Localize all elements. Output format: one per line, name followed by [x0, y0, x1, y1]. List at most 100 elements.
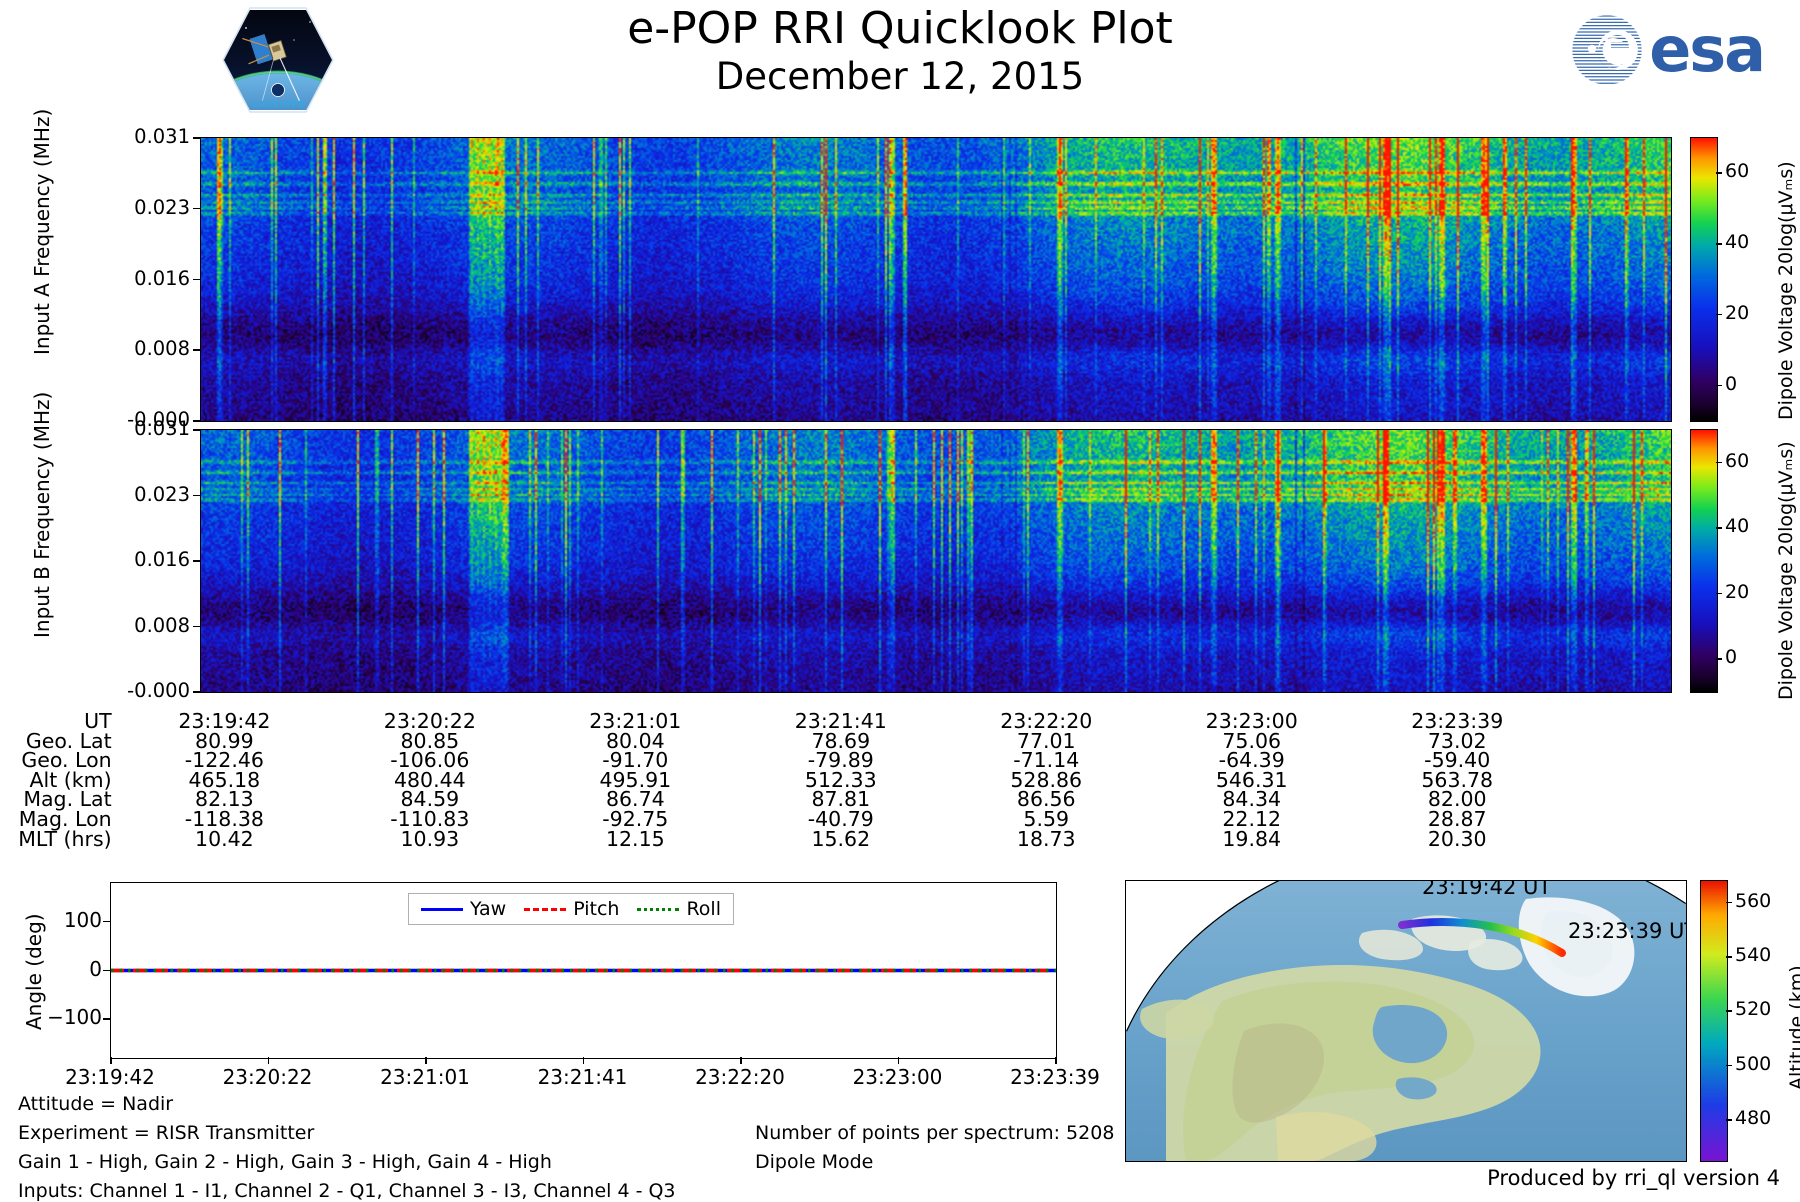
- panel-b-ytick-tick: 0.016: [134, 548, 190, 571]
- footer-mode: Dipole Mode: [755, 1151, 874, 1173]
- attitude-xtickmark: [1055, 1057, 1057, 1064]
- legend-line-roll: [637, 907, 680, 911]
- footer-gain: Gain 1 - High, Gain 2 - High, Gain 3 - H…: [18, 1151, 552, 1173]
- panel-a-plot-area[interactable]: [200, 137, 1672, 422]
- metadata-cell: -79.89: [807, 748, 874, 773]
- title-block: e-POP RRI Quicklook Plot December 12, 20…: [0, 3, 1800, 99]
- panel-a-ytick-tickmark: [193, 278, 200, 281]
- panel-b-spectrogram-image: [201, 430, 1671, 692]
- altitude-colorbar-title: Altitude (km): [1786, 965, 1800, 1090]
- colorbar-b-tick: 40: [1725, 515, 1750, 538]
- panel-b-ytick-tickmark: [193, 429, 200, 431]
- metadata-cell: -91.70: [602, 748, 669, 773]
- metadata-cell: 82.00: [1427, 787, 1487, 812]
- attitude-ytickmark: [103, 1018, 110, 1020]
- colorbar-title-b: Dipole Voltage 20log(μVₘs): [1775, 441, 1797, 700]
- metadata-row: Geo. Lat 80.99 80.85 80.04 78.69 77.01 75.06 73…: [0, 728, 1560, 753]
- colorbar-b-tick: 0: [1725, 646, 1738, 669]
- panel-b-plot-area[interactable]: [200, 429, 1672, 693]
- metadata-cell: 73.02: [1427, 728, 1487, 753]
- footer-points: Number of points per spectrum: 5208: [755, 1122, 1115, 1144]
- ephemeris-metadata-table: UT 23:19:42 23:20:22 23:21:01 23:21:41 23:22:…: [0, 709, 1560, 851]
- colorbar-title-a: Dipole Voltage 20log(μVₘs): [1775, 161, 1797, 420]
- metadata-row-label: Mag. Lat: [23, 787, 112, 812]
- panel-a-ytick-tick: 0.008: [134, 337, 190, 361]
- attitude-xtick: 23:22:20: [695, 1065, 785, 1089]
- panel-b-ytick-tick: 0.023: [134, 482, 190, 506]
- altitude-colorbar: [1700, 880, 1728, 1162]
- cassiope-mission-logo: CASSIOPE: [222, 6, 334, 114]
- attitude-xtick: 23:23:39: [1010, 1065, 1100, 1089]
- metadata-cell: -71.14: [1013, 748, 1080, 773]
- footer-experiment: Experiment = RISR Transmitter: [18, 1122, 315, 1144]
- esa-agency-logo: esa: [1571, 13, 1766, 86]
- panel-b-ytick-tick: -0.000: [127, 679, 190, 702]
- metadata-cell: 82.13: [195, 787, 254, 812]
- colorbar-b-tick-mark: [1716, 592, 1722, 595]
- panel-a-ytick-tick: 0.016: [134, 266, 190, 290]
- metadata-cell: 23:19:42: [178, 709, 271, 733]
- metadata-cell: 10.42: [195, 826, 254, 851]
- metadata-cell: 80.04: [605, 728, 665, 753]
- metadata-cell: 28.87: [1427, 806, 1487, 831]
- metadata-cell: 546.31: [1215, 767, 1288, 792]
- metadata-cell: 20.30: [1427, 826, 1487, 851]
- attitude-xtick: 23:21:01: [380, 1065, 470, 1089]
- attitude-xtick: 23:20:22: [222, 1065, 313, 1089]
- metadata-cell: 5.59: [1023, 806, 1070, 831]
- attitude-series-svg: [111, 968, 1056, 973]
- metadata-cell: 23:23:00: [1205, 709, 1298, 733]
- altitude-colorbar-gradient: [1701, 881, 1727, 1161]
- attitude-xtickmark: [740, 1057, 742, 1064]
- colorbar-b-tick-mark: [1716, 527, 1722, 529]
- metadata-cell: 23:22:20: [1000, 709, 1093, 733]
- legend-item-yaw[interactable]: Yaw: [421, 898, 506, 920]
- panel-b-ytick-tick: 0.008: [134, 613, 190, 637]
- page-title: e-POP RRI Quicklook Plot: [627, 3, 1173, 54]
- metadata-cell: -40.79: [807, 806, 874, 831]
- panel-a-ytick-tickmark: [193, 137, 200, 139]
- colorbar-b-tick: 60: [1725, 449, 1750, 472]
- metadata-row-label: UT: [84, 709, 112, 733]
- metadata-row: Alt (km) 465.18 480.44 495.91 512.33 528.86 54…: [0, 767, 1560, 792]
- metadata-cell: 18.73: [1016, 826, 1076, 851]
- metadata-cell: 87.81: [811, 787, 871, 812]
- legend-item-pitch[interactable]: Pitch: [524, 898, 619, 920]
- satellite-ground-track: [1398, 918, 1566, 957]
- attitude-ytickmark: [103, 969, 110, 972]
- metadata-cell: 78.69: [811, 728, 871, 753]
- metadata-cell: -92.75: [602, 806, 669, 831]
- colorbar-a-tick-mark: [1716, 384, 1722, 387]
- panel-a-ytick-tick: 0.023: [134, 195, 190, 219]
- metadata-cell: -106.06: [390, 748, 470, 773]
- metadata-cell: 512.33: [804, 767, 877, 792]
- panel-a-ytick-tickmark: [193, 420, 200, 422]
- colorbar-b-tick-mark: [1716, 658, 1722, 660]
- altitude-tick-mark: [1726, 901, 1732, 904]
- metadata-cell: -118.38: [184, 806, 264, 831]
- metadata-cell: 23:21:41: [794, 709, 887, 733]
- attitude-xtick: 23:19:42: [65, 1065, 155, 1089]
- esa-wordmark: esa: [1649, 13, 1766, 86]
- metadata-cell: 10.93: [400, 826, 460, 851]
- colorbar-a-tick-mark: [1716, 313, 1722, 316]
- ground-track-map[interactable]: 23:19:42 UT 23:23:39 UT: [1125, 880, 1687, 1162]
- track-end-label: 23:23:39 UT: [1568, 919, 1687, 943]
- altitude-tick-mark: [1726, 1010, 1732, 1013]
- panel-b-ytick-tickmark: [193, 625, 200, 628]
- ground-track-map-svg: [1126, 881, 1686, 1161]
- panel-a-ytick-tick: 0.031: [134, 125, 190, 148]
- metadata-row: Mag. Lon -118.38 -110.83 -92.75 -40.79 5.59 22…: [0, 806, 1560, 831]
- legend-item-roll[interactable]: Roll: [637, 898, 721, 920]
- colorbar-a-tick-mark: [1716, 243, 1722, 245]
- altitude-tick-mark: [1726, 1119, 1732, 1121]
- altitude-tick-mark: [1726, 1064, 1732, 1067]
- panel-b-ytick-tickmark: [193, 494, 200, 497]
- metadata-cell: 495.91: [599, 767, 672, 792]
- metadata-row: Geo. Lon -122.46 -106.06 -91.70 -79.89 -71.14…: [0, 748, 1560, 773]
- metadata-cell: 84.59: [400, 787, 460, 812]
- svg-text:CASSIOPE: CASSIOPE: [251, 100, 305, 110]
- altitude-tick: 520: [1735, 998, 1772, 1021]
- panel-a-ytick-tickmark: [193, 349, 200, 351]
- attitude-ytick: 100: [63, 907, 102, 932]
